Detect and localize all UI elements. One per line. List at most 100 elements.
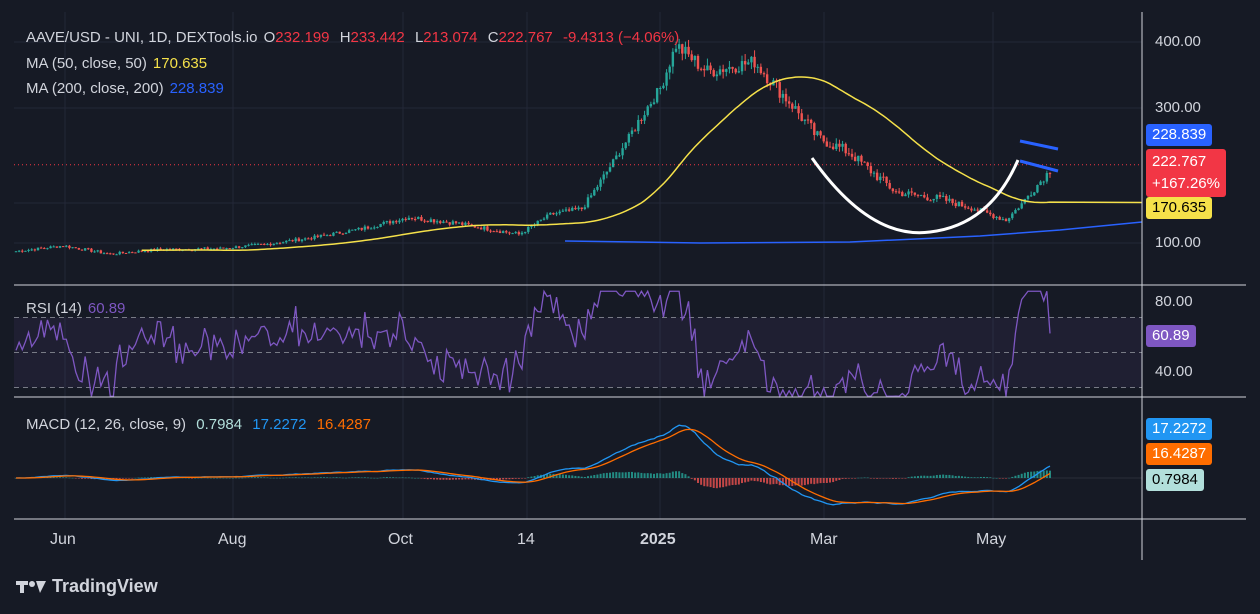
candle-body — [872, 172, 876, 174]
macd-histogram-bar — [734, 478, 737, 485]
macd-histogram-bar — [722, 478, 725, 488]
macd-histogram-bar — [455, 478, 457, 480]
macd-histogram-bar — [407, 477, 410, 479]
macd-histogram-bar — [216, 477, 219, 479]
candle-body — [753, 56, 756, 68]
macd-histogram-bar — [235, 477, 237, 479]
candle-body — [1011, 213, 1014, 219]
macd-histogram-bar — [687, 476, 690, 478]
macd-histogram-bar — [373, 477, 376, 479]
candle-body — [545, 214, 549, 219]
macd-histogram-bar — [659, 473, 662, 478]
macd-histogram-bar — [332, 477, 335, 478]
candle-body — [816, 131, 819, 136]
macd-histogram-bar — [558, 474, 561, 478]
candle-body — [297, 238, 301, 242]
candle-body — [791, 103, 794, 109]
candle-body — [410, 217, 414, 220]
macd-histogram-bar — [125, 478, 127, 479]
candle-body — [1039, 181, 1042, 185]
macd-histogram-bar — [301, 477, 303, 479]
macd-histogram-bar — [932, 475, 935, 478]
candle-body — [134, 252, 137, 254]
macd-histogram-bar — [118, 478, 121, 479]
candle-body — [429, 219, 433, 223]
candle-body — [467, 222, 470, 225]
macd-histogram-bar — [203, 477, 206, 479]
macd-signal-tag: 16.4287 — [1146, 443, 1213, 465]
macd-histogram-bar — [524, 478, 527, 479]
candle-body — [800, 113, 803, 121]
candle-body — [1001, 219, 1005, 221]
candle-body — [347, 230, 351, 233]
macd-histogram-bar — [257, 477, 259, 478]
macd-histogram-bar — [187, 477, 190, 479]
macd-histogram-bar — [568, 475, 571, 478]
indicator-lines — [141, 76, 1143, 252]
candle-body — [391, 221, 395, 224]
macd-histogram-bar — [505, 478, 508, 480]
macd-histogram-bar — [103, 478, 105, 480]
candle-body — [718, 69, 722, 75]
tradingview-brand[interactable]: TradingView — [16, 576, 158, 597]
candle-body — [734, 68, 737, 73]
candle-body — [508, 232, 511, 234]
macd-histogram-bar — [923, 475, 926, 478]
macd-histogram-bar — [285, 477, 288, 479]
candle-body — [894, 191, 898, 193]
macd-histogram-bar — [1001, 478, 1004, 479]
macd-histogram-bar — [1020, 473, 1023, 478]
candle-body — [24, 250, 27, 252]
macd-histogram-bar — [1027, 471, 1029, 478]
candle-body — [649, 103, 653, 107]
candle-body — [30, 249, 33, 251]
macd-histogram-bar — [417, 477, 420, 479]
candle-body — [112, 253, 115, 255]
rsi-tick: 40.00 — [1155, 363, 1193, 380]
macd-histogram-bar — [297, 477, 300, 479]
macd-histogram-bar — [621, 472, 624, 478]
candle-body — [860, 155, 863, 162]
candle-body — [919, 195, 923, 197]
candle-body — [571, 207, 574, 211]
macd-histogram-bar — [794, 478, 797, 486]
candle-body — [307, 238, 310, 240]
price-tick: 400.00 — [1155, 33, 1201, 50]
macd-histogram-bar — [602, 473, 605, 478]
candle-body — [951, 198, 954, 204]
candle-body — [586, 197, 590, 208]
candle-body — [457, 222, 461, 224]
macd-histogram-bar — [678, 471, 681, 478]
candle-body — [310, 238, 313, 240]
macd-histogram-bar — [147, 477, 149, 478]
macd-histogram-bar — [879, 478, 882, 479]
macd-histogram-bar — [869, 478, 872, 479]
candle-body — [27, 249, 30, 251]
candle-body — [505, 231, 508, 233]
macd-histogram-bar — [942, 474, 945, 478]
macd-histogram-bar — [143, 477, 146, 478]
candle-body — [869, 166, 873, 174]
macd-histogram-bar — [769, 478, 772, 485]
macd-histogram-bar — [184, 477, 187, 479]
candle-body — [712, 70, 715, 77]
macd-histogram-bar — [310, 477, 313, 479]
candle-body — [797, 106, 800, 114]
candle-body — [1007, 218, 1011, 222]
macd-histogram-bar — [326, 477, 329, 478]
macd-histogram-bar — [442, 478, 445, 480]
macd-histogram-bar — [857, 477, 860, 479]
candle-body — [1048, 173, 1052, 175]
candle-body — [146, 251, 150, 253]
x-tick: 2025 — [640, 531, 676, 548]
macd-histogram-bar — [841, 478, 844, 479]
macd-histogram-bar — [543, 474, 545, 478]
candle-body — [71, 247, 74, 249]
macd-histogram-bar — [668, 472, 671, 478]
pair-label: AAVE/USD - UNI, 1D, DEXTools.io — [26, 29, 258, 46]
macd-histogram-bar — [59, 477, 61, 478]
macd-histogram-bar — [1033, 471, 1036, 478]
macd-histogram-bar — [445, 478, 448, 480]
candle-body — [278, 243, 282, 245]
